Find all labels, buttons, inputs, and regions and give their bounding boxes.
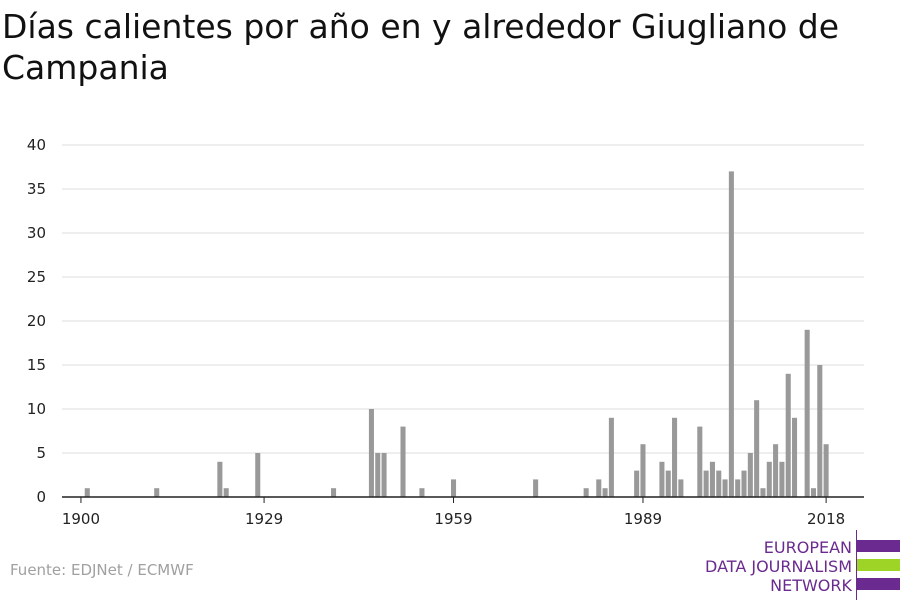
gridlines <box>62 144 864 454</box>
y-tick-label-0: 0 <box>36 488 46 506</box>
source-note: Fuente: EDJNet / ECMWF <box>10 561 194 579</box>
y-tick-label-20: 20 <box>27 312 46 330</box>
bars <box>84 171 829 497</box>
bar-2000 <box>709 461 715 497</box>
bar-2013 <box>792 417 798 497</box>
y-tick-label-35: 35 <box>27 180 46 198</box>
bar-1992 <box>659 461 665 497</box>
bar-2003 <box>728 171 734 497</box>
bar-1928 <box>255 453 261 497</box>
y-tick-label-5: 5 <box>36 444 46 462</box>
bar-1940 <box>331 488 337 497</box>
bar-2018 <box>823 444 829 497</box>
logo-bar-top <box>857 540 900 552</box>
y-tick-label-10: 10 <box>27 400 46 418</box>
bar-2012 <box>785 373 791 497</box>
bar-1989 <box>640 444 646 497</box>
x-tick-label-1900: 1900 <box>62 510 100 528</box>
bar-1912 <box>154 488 160 497</box>
x-tick-label-1989: 1989 <box>624 510 662 528</box>
bar-2010 <box>773 444 779 497</box>
bar-2005 <box>741 470 747 497</box>
logo-bar-middle <box>857 559 900 571</box>
bar-1951 <box>400 426 406 497</box>
bar-2006 <box>747 453 753 497</box>
y-tick-label-40: 40 <box>27 136 46 154</box>
bar-1948 <box>381 453 387 497</box>
bar-1959 <box>451 479 457 497</box>
bar-1988 <box>634 470 640 497</box>
bar-1946 <box>368 409 374 497</box>
bar-1972 <box>533 479 539 497</box>
bar-2007 <box>754 400 760 497</box>
bar-1901 <box>84 488 90 497</box>
bar-1984 <box>608 417 614 497</box>
bar-1923 <box>223 488 229 497</box>
x-tick-label-1929: 1929 <box>245 510 283 528</box>
bar-1983 <box>602 488 608 497</box>
bar-2011 <box>779 461 785 497</box>
bar-1947 <box>375 453 381 497</box>
bar-2008 <box>760 488 766 497</box>
bar-1954 <box>419 488 425 497</box>
logo-line-3: NETWORK <box>770 576 852 595</box>
bar-2004 <box>735 479 741 497</box>
x-tick-label-2018: 2018 <box>807 510 845 528</box>
bar-1998 <box>697 426 703 497</box>
y-tick-label-15: 15 <box>27 356 46 374</box>
y-tick-label-25: 25 <box>27 268 46 286</box>
bar-2015 <box>804 329 810 497</box>
x-tick-label-1959: 1959 <box>434 510 472 528</box>
bar-2002 <box>722 479 728 497</box>
bar-1922 <box>217 461 223 497</box>
y-axis: 0 5 10 15 20 25 30 35 40 <box>27 136 46 506</box>
bar-1994 <box>672 417 678 497</box>
bar-1999 <box>703 470 709 497</box>
bar-2016 <box>810 488 817 497</box>
logo-bar-bottom <box>857 578 900 590</box>
bar-2009 <box>766 461 772 497</box>
chart-title: Días calientes por año en y alrededor Gi… <box>2 7 840 87</box>
edjnet-logo[interactable]: EUROPEAN DATA JOURNALISM NETWORK <box>705 530 900 600</box>
y-tick-label-30: 30 <box>27 224 46 242</box>
logo-divider <box>856 530 857 600</box>
bar-2001 <box>716 470 722 497</box>
bar-2017 <box>817 365 823 497</box>
x-axis: 1900 1929 1959 1989 2018 <box>62 496 864 528</box>
bar-1980 <box>583 488 589 497</box>
logo-line-1: EUROPEAN <box>763 538 852 557</box>
bar-1993 <box>665 470 671 497</box>
bar-1982 <box>596 479 602 497</box>
logo-line-2: DATA JOURNALISM <box>705 557 852 576</box>
bar-1995 <box>678 479 684 497</box>
